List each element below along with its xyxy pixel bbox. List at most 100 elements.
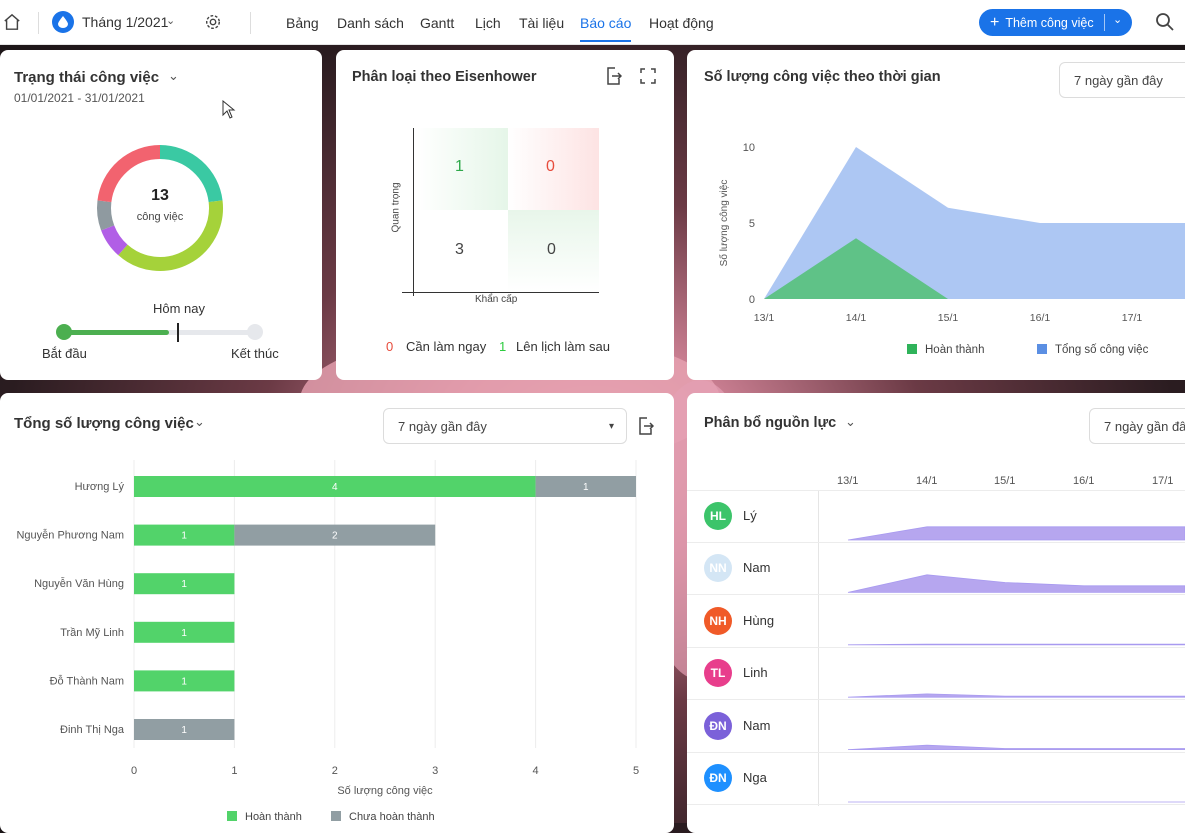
bar[interactable] [134,621,235,643]
tab-bang[interactable]: Bảng [286,14,319,31]
bar[interactable] [234,524,436,546]
tab-gantt[interactable]: Gantt [420,14,455,31]
export-icon[interactable] [636,415,656,437]
date-column-label: 15/1 [994,475,1016,487]
quadrant-not-important-not-urgent[interactable] [508,210,599,292]
quadrant-not-important-urgent[interactable] [417,210,509,292]
resource-person-name[interactable]: Nam [743,560,771,576]
bar-value-label: 1 [181,676,187,687]
quadrant-count: 0 [546,158,555,175]
quadrant-count: 1 [455,158,464,175]
donut-slice[interactable] [97,200,115,231]
bar-value-label: 4 [332,482,338,493]
start-label: Bắt đầu [42,346,87,361]
today-label: Hôm nay [153,301,206,316]
bar-value-label: 1 [181,725,187,736]
x-tick-label: 16/1 [1030,312,1051,324]
status-donut-chart [97,145,223,271]
resource-person-name[interactable]: Nam [743,717,771,733]
bar[interactable] [535,476,636,497]
resource-person-name[interactable]: Lý [743,508,757,523]
legend-swatch [1037,344,1047,354]
export-icon[interactable] [604,66,624,86]
status-card: Trạng thái công việc ⌄ 01/01/2021 - 31/0… [0,50,322,380]
x-tick-label: 14/1 [846,312,867,324]
avatar: NN [704,554,732,583]
y-tick-label: 5 [749,218,755,230]
chevron-down-icon[interactable]: ⌄ [845,414,856,429]
time-area-chart: 0 5 10 13/1 14/1 15/1 16/1 17/1 Số lượng công vi… [718,142,1185,356]
tab-tai-lieu[interactable]: Tài liệu [519,14,565,31]
date-column-label: 16/1 [1073,475,1095,487]
tab-bao-cao[interactable]: Báo cáo [580,0,632,45]
quadrant-important-not-urgent[interactable] [508,128,599,210]
resource-person-name[interactable]: Nga [743,770,767,785]
bar[interactable] [134,670,235,692]
chevron-down-icon[interactable]: ⌄ [166,15,176,27]
bar-value-label: 1 [181,579,187,590]
quadrant-count: 3 [455,241,464,258]
avatar: HL [704,502,732,530]
resource-person-name[interactable]: Hùng [743,612,775,628]
quadrant-count: 0 [547,241,556,258]
chevron-down-icon[interactable]: ⌄ [1113,14,1123,26]
home-icon[interactable] [2,11,22,33]
row-divider [687,699,1185,701]
bar[interactable] [134,476,536,497]
status-card-title: Trạng thái công việc [14,69,160,86]
y-axis-label: Số lượng công việc [718,180,730,267]
donut-slice[interactable] [97,145,161,203]
category-label: Trần Mỹ Linh [60,627,124,639]
search-icon[interactable] [1154,11,1176,33]
donut-slice[interactable] [101,225,128,256]
tab-hoat-dong[interactable]: Hoạt động [649,14,714,31]
y-axis-line [413,128,414,296]
resource-person-name[interactable]: Linh [743,665,768,681]
add-task-button[interactable]: + Thêm công việc ⌄ [979,9,1132,36]
quadrant-important-urgent[interactable] [417,128,509,210]
date-column-label: 13/1 [837,475,859,487]
total-card: Tổng số lượng công việc ⌄ 7 ngày gần đây… [0,393,674,833]
axis-label-urgent: Khẩn cấp [475,294,518,305]
legend-label: Chưa hoàn thành [349,811,435,823]
y-tick-label: 10 [743,142,755,154]
resource-load-chart [847,526,1185,803]
x-axis-label: Số lượng công việc [337,785,433,797]
cursor-icon [222,100,236,119]
legend-swatch [227,811,237,821]
donut-slice[interactable] [159,145,223,203]
expand-icon[interactable] [638,66,658,86]
month-selector[interactable]: Tháng 1/2021 [82,14,169,30]
resource-card: Phân bổ nguồn lực ⌄ 7 ngày gần đây 13/1 1… [687,393,1185,833]
tab-lich[interactable]: Lịch [475,14,501,31]
y-tick-label: 0 [749,294,755,306]
x-tick-label: 5 [633,765,639,777]
area-series[interactable] [764,238,1132,299]
gear-icon[interactable] [203,12,223,32]
chevron-down-icon[interactable]: ⌄ [194,414,205,429]
total-range-label: 7 ngày gần đây [398,418,487,434]
legend-swatch [907,344,917,354]
bar[interactable] [134,573,235,595]
time-range-select[interactable]: 7 ngày gần đây [1059,62,1185,98]
donut-slice[interactable] [118,200,223,271]
resource-range-select[interactable]: 7 ngày gần đây [1089,408,1185,444]
timeline-end-dot [247,324,263,340]
bar-value-label: 2 [332,531,338,542]
x-tick-label: 1 [231,765,237,777]
chevron-down-icon: ▾ [608,420,614,432]
tab-danh-sach[interactable]: Danh sách [337,14,404,31]
category-label: Nguyễn Văn Hùng [34,577,124,590]
bar[interactable] [134,524,235,546]
row-divider [687,542,1185,543]
donut-total: 13 [151,187,169,204]
chevron-down-icon[interactable]: ⌄ [168,68,179,83]
category-label: Nguyễn Phương Nam [16,529,124,542]
date-column-label: 14/1 [916,475,938,487]
bar[interactable] [134,719,235,740]
legend-label: Hoàn thành [925,344,984,356]
plus-icon: + [990,13,1000,31]
timeline-start-dot [56,324,72,340]
row-divider [687,594,1185,596]
total-range-select[interactable]: 7 ngày gần đây ▾ [383,408,627,444]
